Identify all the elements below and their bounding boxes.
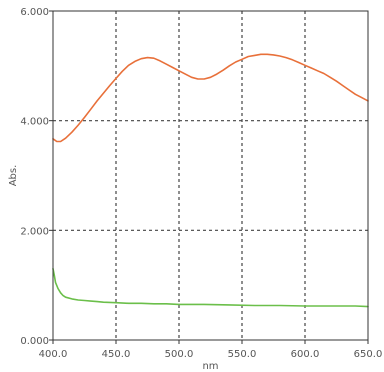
x-tick-label: 400.0: [39, 349, 68, 360]
x-tick-label: 450.0: [102, 349, 131, 360]
y-axis-label: Abs.: [8, 165, 19, 187]
y-tick-label: 4.000: [20, 117, 49, 128]
x-tick-label: 550.0: [228, 349, 257, 360]
series-line-2: [52, 267, 369, 308]
y-tick-label: 2.000: [20, 226, 49, 237]
grid-layer: [53, 11, 368, 340]
series-layer: [52, 53, 369, 308]
y-tick-label: 6.000: [20, 7, 49, 18]
x-axis-label: nm: [202, 361, 218, 372]
tick-layer: 400.0 450.0 500.0 550.0 600.0 650.0 0.000 2.000…: [20, 7, 382, 360]
plot-frame: [52, 10, 369, 341]
x-tick-label: 600.0: [291, 349, 320, 360]
x-tick-label: 500.0: [165, 349, 194, 360]
y-tick-label: 0.000: [20, 336, 49, 347]
x-tick-label: 650.0: [354, 349, 383, 360]
series-line-1: [52, 53, 369, 143]
